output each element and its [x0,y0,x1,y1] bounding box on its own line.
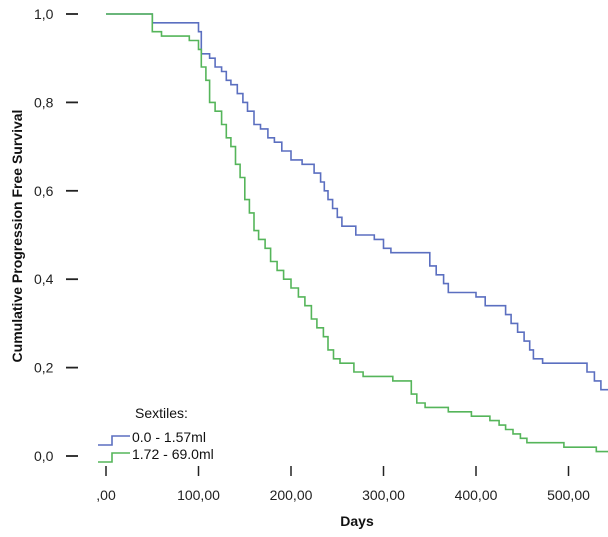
x-tick-label: 200,00 [270,487,313,503]
legend-label: 0.0 - 1.57ml [132,429,206,445]
y-tick-label: 0,0 [34,448,54,464]
y-axis: 0,0 0,2 0,4 0,6 0,8 1,0 [34,6,78,464]
x-tick-label: 300,00 [362,487,405,503]
x-axis: ,00 100,00 200,00 300,00 400,00 500,00 [96,466,590,503]
y-tick-label: 0,6 [34,183,54,199]
legend-swatch [98,452,130,463]
series-line-1 [106,13,608,391]
y-tick-label: 1,0 [34,6,54,22]
series-layer [106,13,608,453]
x-tick-label: 500,00 [547,487,590,503]
y-tick-label: 0,8 [34,94,54,110]
y-tick-label: 0,4 [34,271,54,287]
legend-swatch [98,435,130,446]
x-tick-label: 100,00 [177,487,220,503]
x-tick-label: 400,00 [455,487,498,503]
legend-title: Sextiles: [135,405,188,421]
x-axis-title: Days [340,513,374,529]
y-tick-label: 0,2 [34,360,54,376]
series-line-2 [106,13,608,453]
x-tick-label: ,00 [96,487,116,503]
y-axis-title: Cumulative Progression Free Survival [9,110,25,363]
legend-label: 1.72 - 69.0ml [132,446,214,462]
